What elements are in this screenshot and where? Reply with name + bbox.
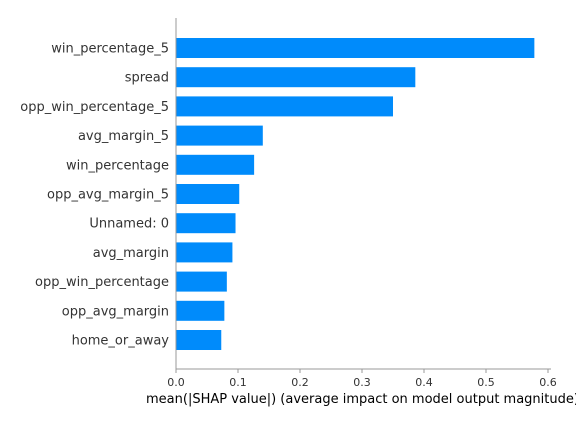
bar-spread	[176, 67, 416, 88]
category-label-win-percentage: win_percentage	[66, 158, 169, 173]
bar-avg-margin	[176, 242, 233, 263]
x-tick-label: 0.4	[415, 376, 433, 389]
x-axis-label: mean(|SHAP value|) (average impact on mo…	[146, 392, 576, 407]
bar-win-percentage-5	[176, 38, 535, 58]
x-tick-label: 0.5	[477, 376, 495, 389]
category-label-avg-margin: avg_margin	[93, 246, 169, 261]
bar-opp-win-percentage-5	[176, 96, 393, 117]
x-tick-label: 0.2	[291, 376, 309, 389]
bar-unnamed-0	[176, 213, 236, 234]
bar-avg-margin-5	[176, 125, 263, 146]
category-label-home-or-away: home_or_away	[72, 334, 170, 349]
category-label-opp-avg-margin-5: opp_avg_margin_5	[47, 188, 169, 203]
category-label-unnamed-0: Unnamed: 0	[89, 217, 169, 232]
category-label-spread: spread	[125, 71, 169, 86]
bars-group	[176, 38, 535, 350]
bar-home-or-away	[176, 330, 222, 350]
x-ticks-group: 0.0 0.1 0.2 0.3 0.4 0.5 0.6	[167, 369, 557, 389]
category-label-win-percentage-5: win_percentage_5	[51, 42, 169, 57]
x-tick-label: 0.6	[539, 376, 557, 389]
x-tick-label: 0.3	[353, 376, 371, 389]
category-label-avg-margin-5: avg_margin_5	[78, 129, 169, 144]
bar-opp-win-percentage	[176, 271, 227, 292]
category-label-opp-win-percentage-5: opp_win_percentage_5	[20, 100, 169, 115]
x-tick-label: 0.0	[167, 376, 185, 389]
bar-opp-avg-margin	[176, 300, 225, 321]
category-label-opp-avg-margin: opp_avg_margin	[62, 304, 169, 319]
category-label-opp-win-percentage: opp_win_percentage	[35, 275, 169, 290]
bar-win-percentage	[176, 154, 255, 175]
x-tick-label: 0.1	[229, 376, 247, 389]
bar-opp-avg-margin-5	[176, 184, 240, 204]
